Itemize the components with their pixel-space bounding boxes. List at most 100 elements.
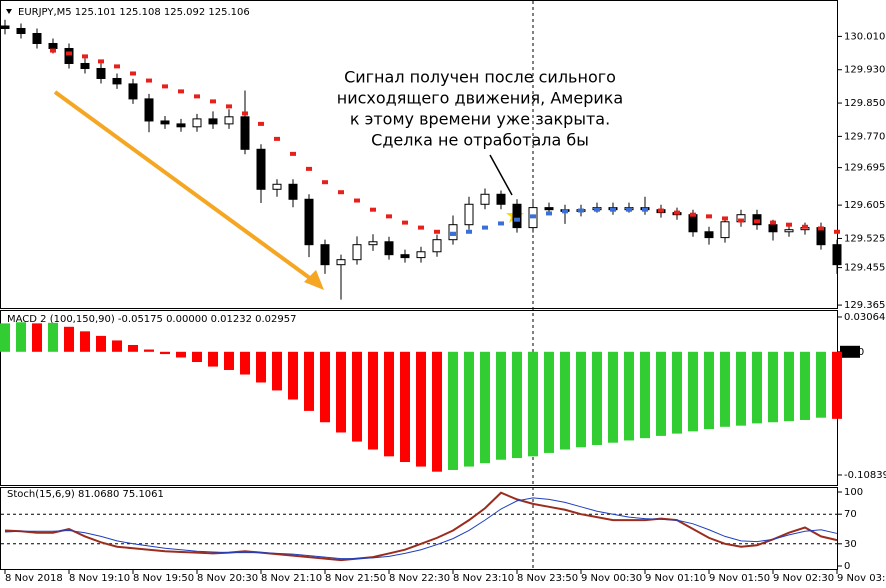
macd-bar [208, 351, 218, 367]
ma-dot [578, 208, 584, 213]
macd-bar [528, 351, 538, 457]
x-tick-label: 9 Nov 01:10 [645, 573, 706, 584]
macd-bar [752, 351, 762, 424]
candle-body [368, 241, 378, 246]
macd-bar [608, 351, 618, 443]
macd-bar [768, 351, 778, 423]
callout-line [489, 154, 513, 196]
macd-bar [192, 351, 202, 363]
ma-dot [834, 229, 840, 234]
ma-dot [802, 224, 808, 229]
macd-bar [480, 351, 490, 464]
ma-dot [402, 220, 408, 225]
ma-dot [674, 210, 680, 215]
ma-dot [786, 222, 792, 227]
ma-dot [338, 190, 344, 195]
macd-bar [576, 351, 586, 448]
candle-body [0, 25, 10, 29]
macd-bar [672, 351, 682, 434]
y-tick-label: 0.00 [842, 347, 864, 358]
ma-dot [178, 89, 184, 94]
ma-dot [146, 78, 152, 83]
trend-arrow-head [304, 270, 324, 290]
candle-body [160, 120, 170, 125]
ma-dot [242, 111, 248, 116]
macd-bar [288, 351, 298, 400]
macd-bar [176, 351, 186, 358]
y-tick-label: 129.525 [844, 233, 885, 244]
annotation: Сигнал получен после сильного [344, 68, 616, 87]
candle-body [144, 98, 154, 122]
candle-body [80, 62, 90, 69]
macd-bar [832, 351, 842, 419]
macd-bar [400, 351, 410, 463]
candle-body [96, 67, 106, 79]
y-tick-label: 129.455 [844, 263, 885, 274]
ma-dot [98, 59, 104, 64]
annotation: к этому времени уже закрыта. [350, 110, 610, 129]
x-tick-label: 8 Nov 23:10 [453, 573, 514, 584]
y-tick-label: 130.010 [844, 31, 885, 42]
macd-bar [240, 351, 250, 375]
y-tick-label: 129.930 [844, 65, 885, 76]
candle-body [320, 244, 330, 266]
candle-body [384, 241, 394, 256]
macd-bar [368, 351, 378, 450]
macd-bar [736, 351, 746, 426]
macd-bar [784, 351, 794, 422]
candle-body [256, 148, 266, 190]
candle-body [464, 203, 474, 226]
ma-dot [514, 217, 520, 222]
macd-bar [656, 351, 666, 436]
candle-body [48, 42, 58, 49]
ma-dot [306, 166, 312, 171]
macd-bar [128, 344, 138, 352]
y-tick-label: 129.605 [844, 200, 885, 211]
y-tick-label: 0.03064 [844, 312, 885, 323]
candle-body [240, 116, 250, 150]
candle-body [128, 83, 138, 100]
candle-body [480, 193, 490, 205]
ma-dot [210, 99, 216, 104]
candle-body [272, 183, 282, 190]
candle-body [688, 214, 698, 233]
ma-dot [290, 151, 296, 156]
x-tick-label: 8 Nov 22:30 [389, 573, 450, 584]
macd-bar [800, 351, 810, 420]
y-tick-label: 30 [844, 539, 857, 550]
ma-dot [82, 54, 88, 59]
ma-dot [274, 136, 280, 141]
x-tick-label: 8 Nov 19:10 [69, 573, 130, 584]
ma-dot [610, 207, 616, 212]
macd-bar [144, 349, 154, 352]
candle-body [224, 116, 234, 125]
macd-bar [512, 351, 522, 459]
ma-dot [322, 180, 328, 185]
candle-body [352, 244, 362, 261]
y-tick-label: 129.770 [844, 131, 885, 142]
x-tick-label: 9 Nov 00:30 [581, 573, 642, 584]
candle-body [304, 198, 314, 246]
ma-dot [706, 214, 712, 219]
macd-bar [224, 351, 234, 370]
macd-bar [352, 351, 362, 442]
ma-dot [754, 219, 760, 224]
ma-dot [194, 94, 200, 99]
x-tick-label: 8 Nov 2018 [5, 573, 63, 584]
candle-body [416, 251, 426, 259]
y-tick-label: 129.695 [844, 163, 885, 174]
candle-body [64, 47, 74, 64]
macd-bar [592, 351, 602, 445]
stoch-line [4, 491, 838, 562]
macd-bar [688, 351, 698, 432]
ma-dot [450, 231, 456, 236]
x-tick-label: 9 Nov 03:10 [837, 573, 886, 584]
ma-dot [370, 207, 376, 212]
ma-dot [594, 207, 600, 212]
x-tick-label: 8 Nov 21:50 [325, 573, 386, 584]
macd-bar [640, 351, 650, 439]
y-tick-label: 100 [844, 487, 863, 498]
macd-bar [624, 351, 634, 441]
macd-bar [560, 351, 570, 450]
candle-body [544, 207, 554, 211]
